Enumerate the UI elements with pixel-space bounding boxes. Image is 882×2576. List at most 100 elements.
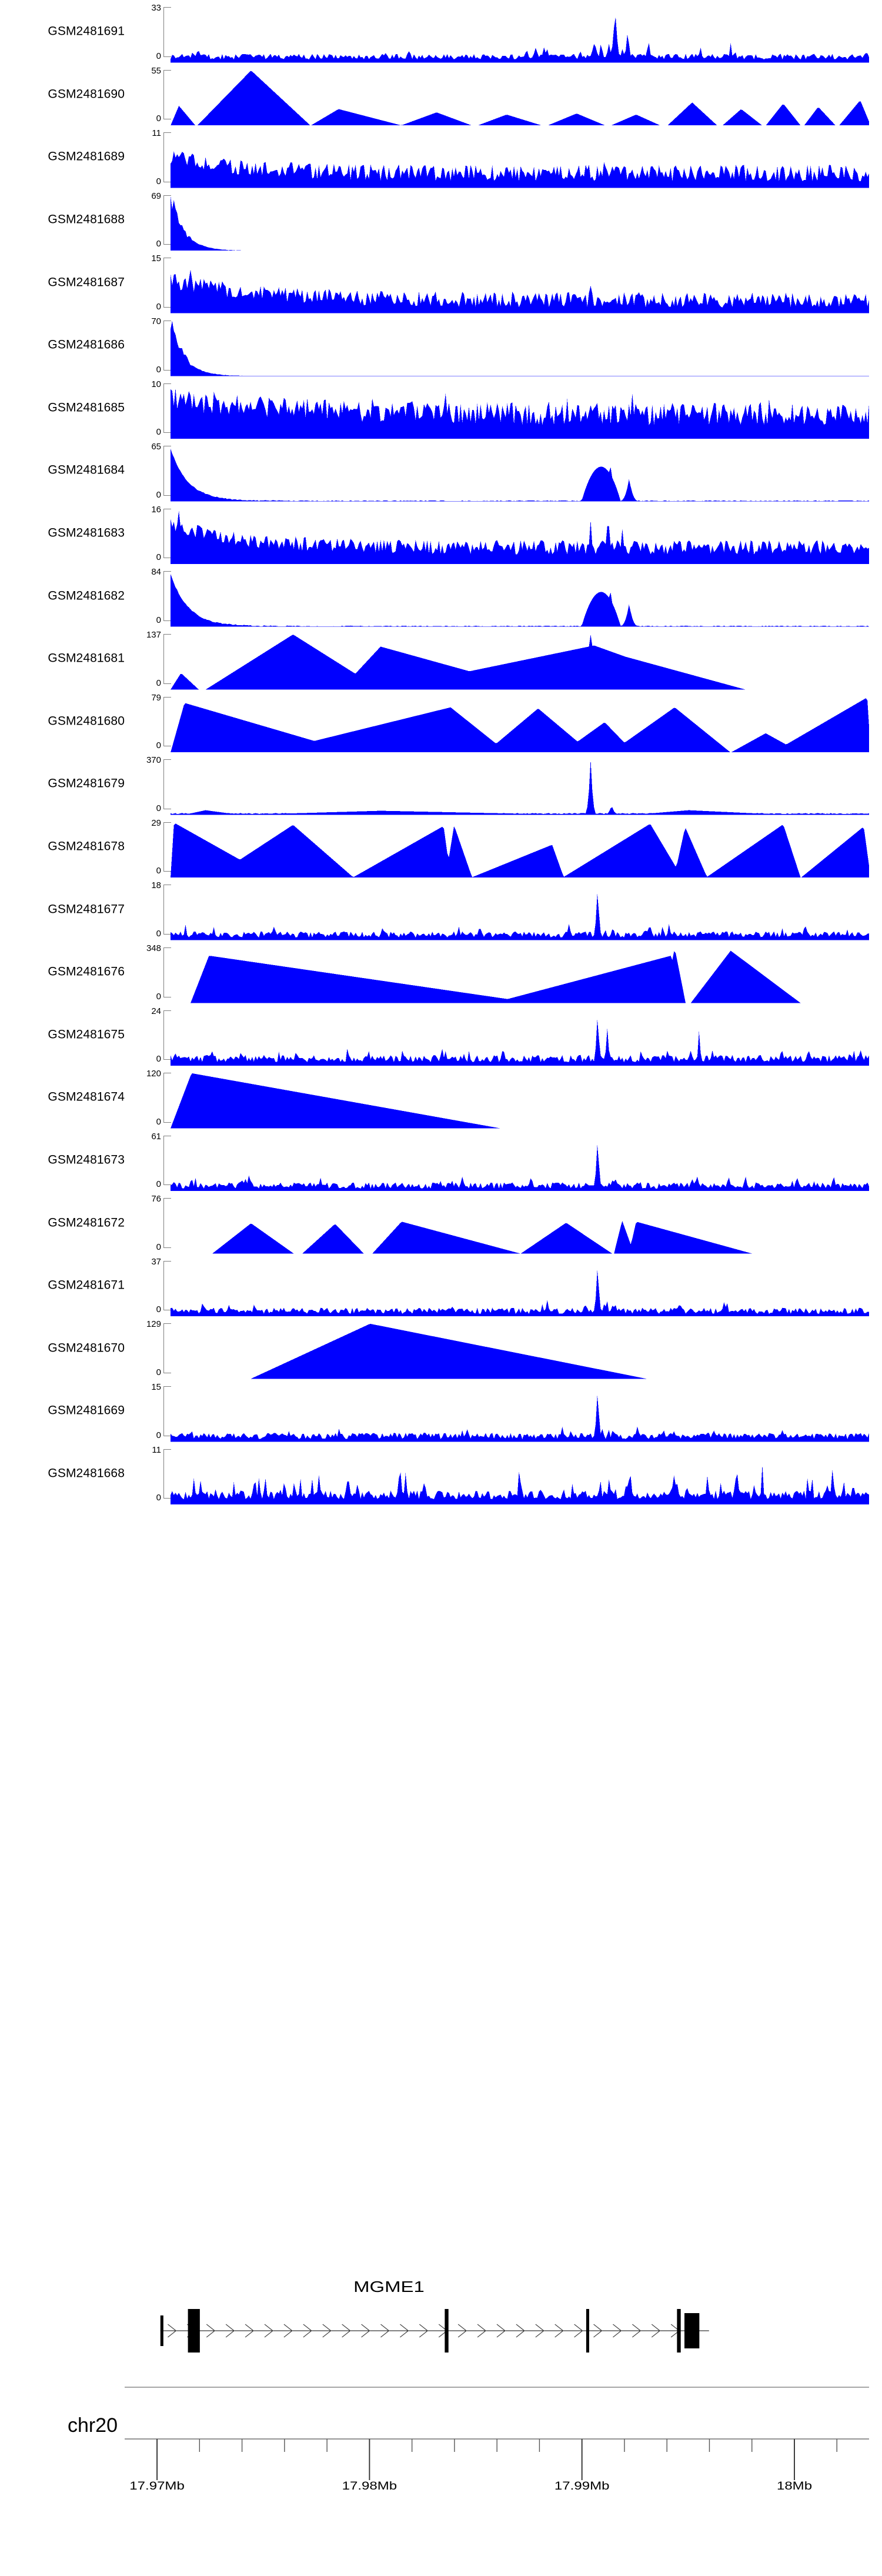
y-axis-bracket (163, 571, 171, 621)
coverage-track: GSM2481668 11 0 (0, 1442, 882, 1505)
y-axis-min-label: 0 (156, 1054, 161, 1065)
track-label-cell: GSM2481670 (0, 1316, 125, 1379)
genomic-coordinate-axis[interactable]: 17.97Mb 17.98Mb 17.99Mb 18Mb (125, 2385, 869, 2576)
strand-arrow (303, 2324, 312, 2338)
track-y-axis: 11 0 (125, 1442, 171, 1505)
gene-model-area[interactable]: MGME1 (125, 2255, 869, 2373)
y-axis-bracket (163, 132, 171, 182)
coverage-plot[interactable] (171, 752, 869, 815)
coverage-plot[interactable] (171, 815, 869, 878)
y-axis-bracket (163, 1010, 171, 1060)
y-axis-max-label: 11 (152, 128, 161, 139)
y-axis-bracket (163, 822, 171, 872)
track-y-axis: 370 0 (125, 752, 171, 815)
coverage-plot[interactable] (171, 125, 869, 188)
coverage-plot[interactable] (171, 877, 869, 940)
track-label: GSM2481672 (48, 1216, 125, 1230)
track-label-cell: GSM2481682 (0, 564, 125, 627)
y-axis-min-label: 0 (156, 803, 161, 813)
coverage-plot[interactable] (171, 690, 869, 753)
coverage-plot[interactable] (171, 564, 869, 627)
y-axis-min-label: 0 (156, 1367, 161, 1378)
coverage-plot[interactable] (171, 1066, 869, 1129)
y-axis-min-label: 0 (156, 427, 161, 438)
strand-arrow (283, 2324, 293, 2338)
track-label: GSM2481684 (48, 463, 125, 477)
exon (684, 2313, 700, 2348)
coverage-plot[interactable] (171, 627, 869, 690)
y-axis-max-label: 33 (151, 3, 161, 13)
coverage-plot[interactable] (171, 63, 869, 126)
track-y-axis: 33 0 (125, 0, 171, 63)
track-label: GSM2481687 (48, 275, 125, 289)
coverage-track: GSM2481688 69 0 (0, 188, 882, 251)
coverage-plot[interactable] (171, 1316, 869, 1380)
y-axis-max-label: 76 (151, 1194, 161, 1204)
strand-arrow (167, 2324, 177, 2338)
track-label-cell: GSM2481676 (0, 940, 125, 1003)
coverage-track: GSM2481687 15 0 (0, 251, 882, 313)
y-axis-min-label: 0 (156, 678, 161, 688)
track-y-axis: 29 0 (125, 815, 171, 878)
track-y-axis: 15 0 (125, 1379, 171, 1442)
y-axis-min-label: 0 (156, 489, 161, 500)
strand-arrow (342, 2324, 351, 2338)
coverage-plot[interactable] (171, 1191, 869, 1254)
y-axis-min-label: 0 (156, 301, 161, 312)
track-label: GSM2481670 (48, 1341, 125, 1355)
track-y-axis: 15 0 (125, 251, 171, 313)
coverage-plot[interactable] (171, 940, 869, 1003)
strand-arrow (245, 2324, 255, 2338)
track-y-axis: 55 0 (125, 63, 171, 126)
coverage-plot[interactable] (171, 1442, 869, 1505)
track-label-cell: GSM2481668 (0, 1442, 125, 1505)
gene-name-label: MGME1 (353, 2278, 425, 2295)
track-label: GSM2481677 (48, 902, 125, 916)
track-label: GSM2481683 (48, 526, 125, 540)
strand-arrow (322, 2324, 332, 2338)
coverage-plot[interactable] (171, 251, 869, 313)
coverage-plot[interactable] (171, 439, 869, 502)
track-label: GSM2481686 (48, 338, 125, 352)
coverage-plot[interactable] (171, 502, 869, 565)
coverage-plot[interactable] (171, 1379, 869, 1442)
track-label-cell: GSM2481671 (0, 1254, 125, 1317)
coverage-track: GSM2481689 11 0 (0, 125, 882, 188)
coverage-plot[interactable] (171, 1254, 869, 1317)
track-label-cell: GSM2481686 (0, 313, 125, 376)
y-axis-min-label: 0 (156, 114, 161, 124)
track-y-axis: 348 0 (125, 940, 171, 1003)
y-axis-min-label: 0 (156, 176, 161, 186)
track-label: GSM2481685 (48, 401, 125, 415)
y-axis-bracket (163, 759, 171, 809)
coverage-plot[interactable] (171, 1129, 869, 1192)
y-axis-bracket (163, 258, 171, 308)
coverage-plot[interactable] (171, 313, 869, 376)
chromosome-axis-panel: chr20 17.97Mb 17.98Mb 17.99Mb 18Mb (0, 2385, 882, 2576)
track-y-axis: 65 0 (125, 439, 171, 502)
track-y-axis: 120 0 (125, 1066, 171, 1129)
track-y-axis: 10 0 (125, 376, 171, 439)
y-axis-bracket (163, 195, 171, 245)
coverage-plot[interactable] (171, 0, 869, 63)
y-axis-min-label: 0 (156, 239, 161, 249)
coverage-plot[interactable] (171, 376, 869, 439)
strand-arrow (554, 2324, 564, 2338)
y-axis-min-label: 0 (156, 1116, 161, 1127)
y-axis-max-label: 129 (146, 1319, 161, 1330)
track-label-cell: GSM2481683 (0, 502, 125, 565)
coverage-track-list: GSM2481691 33 0 GSM2481690 55 0 GSM2481689 11 0 G… (0, 0, 882, 1505)
track-label: GSM2481678 (48, 839, 125, 853)
track-label-cell: GSM2481678 (0, 815, 125, 878)
coverage-plot[interactable] (171, 1003, 869, 1066)
y-axis-max-label: 70 (151, 316, 161, 326)
y-axis-bracket (163, 383, 171, 433)
y-axis-bracket (163, 446, 171, 496)
y-axis-min-label: 0 (156, 1179, 161, 1190)
coverage-plot[interactable] (171, 188, 869, 251)
strand-arrow (361, 2324, 370, 2338)
y-axis-max-label: 370 (146, 755, 161, 766)
track-y-axis: 79 0 (125, 690, 171, 753)
track-label: GSM2481689 (48, 149, 125, 163)
